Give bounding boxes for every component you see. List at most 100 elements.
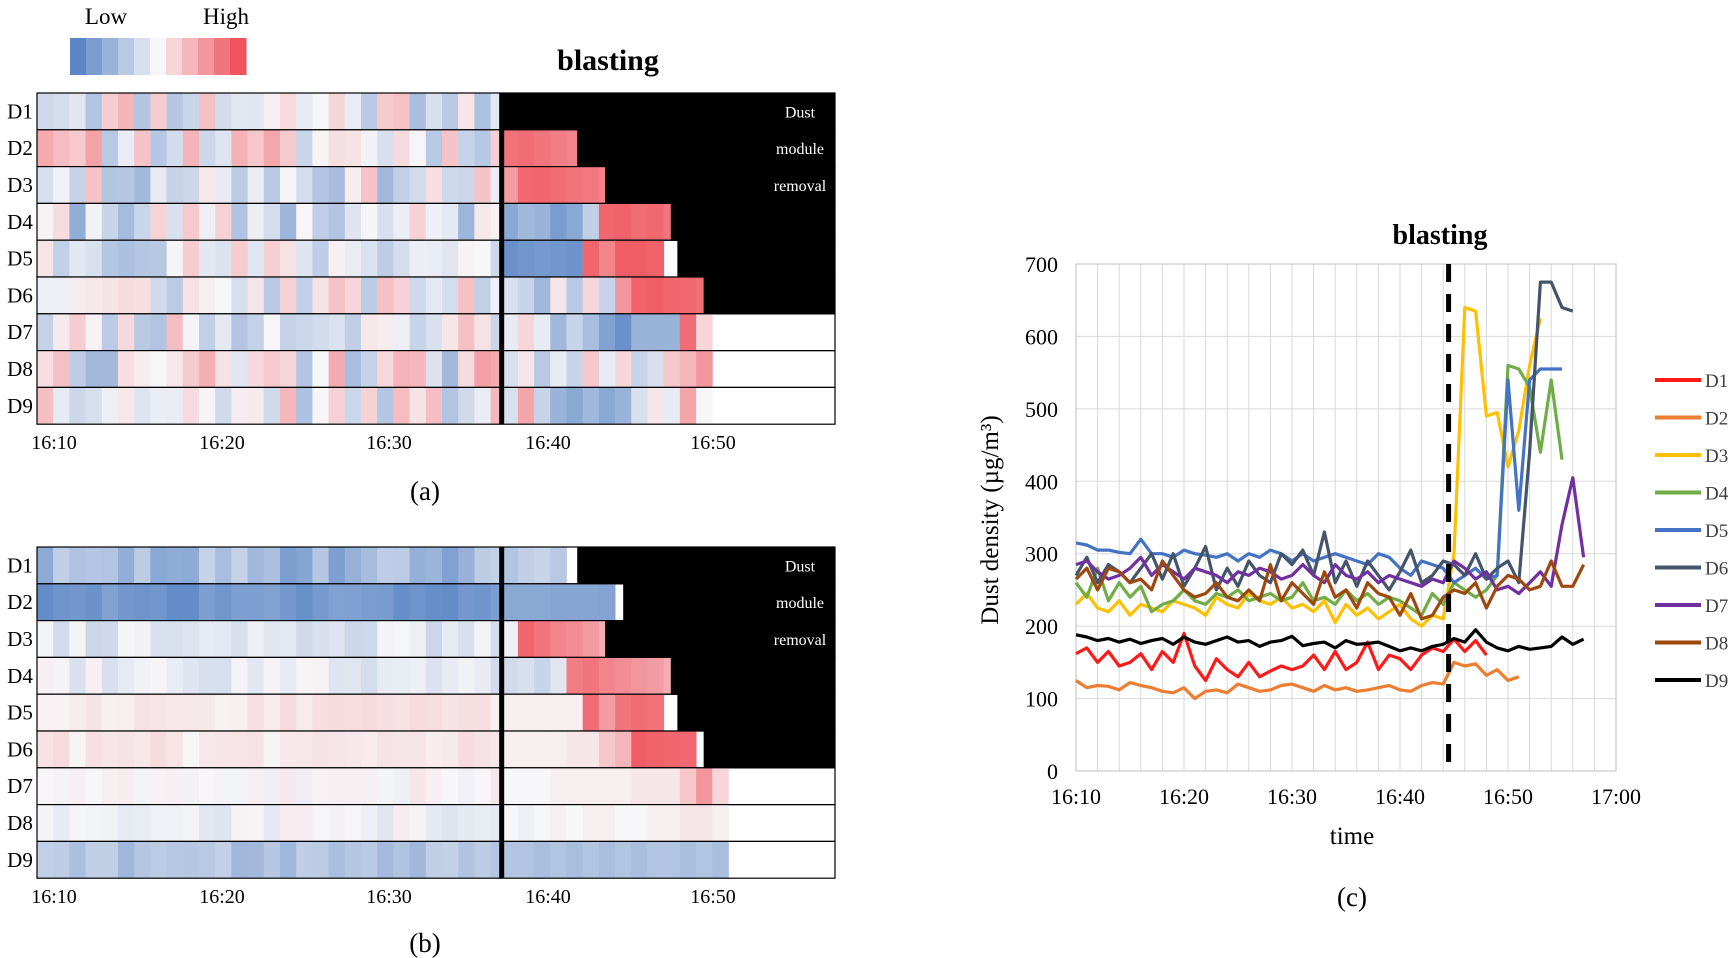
heatmap-cell (150, 657, 167, 695)
heatmap-cell (631, 277, 648, 314)
heatmap-cell (69, 804, 86, 842)
heatmap-cell (474, 240, 491, 277)
heatmap-cell (361, 731, 378, 768)
heatmap-cell (101, 203, 119, 241)
heatmap-cell (296, 731, 313, 768)
heatmap-cell (37, 767, 54, 805)
legend-label: D3 (1705, 446, 1728, 467)
heatmap-cell (425, 240, 443, 277)
heatmap-cell (296, 166, 313, 204)
x-tick-label: 16:40 (1375, 784, 1425, 809)
heatmap-cell (344, 841, 362, 879)
heatmap-cell (150, 731, 167, 768)
heatmap-cell (534, 166, 551, 204)
heatmap-cell (425, 841, 443, 879)
heatmap-cell (566, 277, 584, 314)
heatmap-cell (247, 166, 265, 204)
heatmap-cell (490, 841, 503, 879)
heatmap-cell (490, 583, 503, 621)
heatmap-cell (215, 694, 232, 731)
heatmap-cell (490, 767, 503, 805)
heatmap-cell (328, 387, 346, 425)
heatmap-cell (631, 657, 648, 695)
heatmap-cell (393, 547, 410, 584)
heatmap-cell (231, 657, 248, 695)
heatmap-cell (118, 841, 135, 879)
heatmap-cell (517, 767, 535, 805)
heatmap-cell (409, 841, 427, 879)
heatmap-cell (409, 657, 427, 695)
heatmap-cell (101, 804, 119, 842)
heatmap-cell (474, 93, 491, 130)
heatmap-cell (615, 387, 632, 425)
scale-swatch (86, 38, 103, 75)
module-removed-block (677, 240, 835, 278)
heatmap-cell (231, 240, 248, 277)
heatmap-cell (442, 387, 459, 425)
heatmap-cell (247, 387, 265, 425)
heatmap-cell (150, 547, 167, 584)
heatmap-cell (247, 93, 265, 130)
heatmap-cell (312, 203, 329, 241)
heatmap-cell (150, 203, 167, 241)
heatmap-cell (631, 203, 648, 241)
heatmap-cell (409, 203, 427, 241)
heatmap-cell (312, 93, 329, 130)
heatmap-cell (101, 731, 119, 768)
heatmap-cell (280, 313, 297, 351)
heatmap-cell (361, 277, 378, 314)
heatmap-cell (361, 657, 378, 695)
heatmap-cell (231, 350, 248, 388)
heatmap-cell (85, 620, 103, 658)
heatmap-cell (458, 841, 475, 879)
heatmap-cell (425, 767, 443, 805)
heatmap-cell (182, 731, 200, 768)
heatmap-cell (328, 657, 346, 695)
heatmap-cell (615, 694, 632, 731)
heatmap-cell (344, 547, 362, 584)
heatmap-cell (328, 240, 346, 277)
heatmap-cell (231, 387, 248, 425)
heatmap-cell (377, 313, 394, 351)
heatmap-cell (474, 387, 491, 425)
heatmap-cell (69, 387, 86, 425)
heatmap-cell (501, 166, 519, 204)
y-tick-label: 0 (1047, 759, 1058, 784)
heatmap-cell (118, 731, 135, 768)
heatmap-cell (280, 657, 297, 695)
heatmap-cell (118, 547, 135, 584)
heatmap-cell (118, 620, 135, 658)
removal-text: module (776, 141, 824, 158)
heatmap-x-tick: 16:30 (366, 886, 412, 908)
heatmap-cell (679, 350, 697, 388)
heatmap-cell (458, 767, 475, 805)
heatmap-cell (458, 731, 475, 768)
heatmap-cell (231, 203, 248, 241)
heatmap-cell (598, 731, 616, 768)
heatmap-cell (393, 387, 410, 425)
heatmap-cell (85, 767, 103, 805)
heatmap-cell (150, 620, 167, 658)
heatmap-cell (458, 387, 475, 425)
heatmap-cell (393, 731, 410, 768)
heatmap-cell (490, 129, 503, 167)
heatmap-cell (296, 804, 313, 842)
heatmap-cell (118, 203, 135, 241)
heatmap-cell (118, 129, 135, 167)
heatmap-cell (550, 129, 567, 167)
heatmap-cell (393, 240, 410, 277)
heatmap-cell (134, 387, 151, 425)
heatmap-cell (631, 841, 648, 879)
heatmap-cell (85, 277, 103, 314)
heatmap-cell (566, 694, 584, 731)
scale-swatch (70, 38, 87, 75)
heatmap-cell (166, 583, 184, 621)
heatmap-cell (712, 841, 729, 879)
heatmap-cell (582, 387, 600, 425)
heatmap-cell (312, 350, 329, 388)
heatmap-cell (134, 93, 151, 130)
heatmap-cell (199, 620, 216, 658)
heatmap-cell (647, 203, 665, 241)
heatmap-row-label: D7 (7, 320, 33, 344)
heatmap-cell (517, 583, 535, 621)
